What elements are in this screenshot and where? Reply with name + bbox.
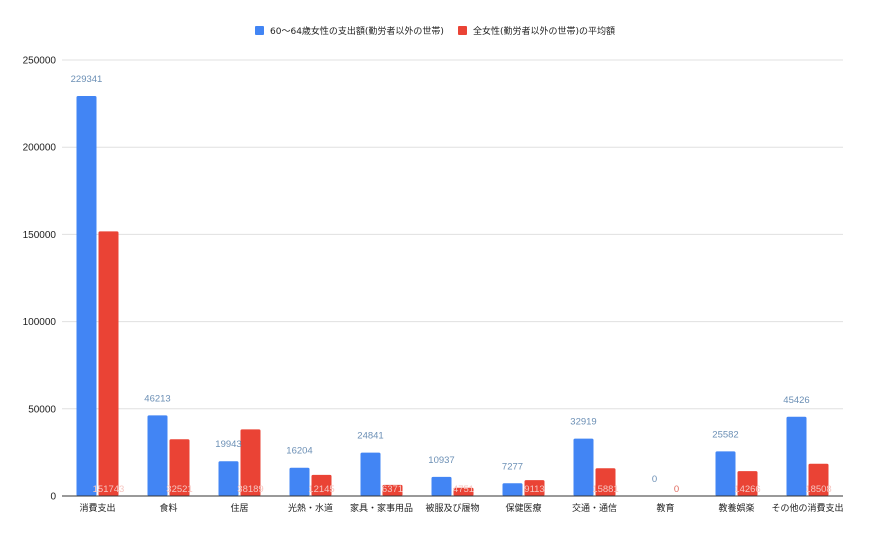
value-label: 32919: [570, 417, 596, 428]
legend-item-series-2[interactable]: 全女性(勤労者以外の世帯)の平均額: [457, 24, 615, 37]
x-tick-label: 交通・通信: [572, 502, 617, 514]
bar-series-1[interactable]: [76, 96, 97, 496]
value-label: 0: [652, 474, 657, 485]
bar-series-1[interactable]: [431, 476, 452, 496]
bars: [76, 96, 829, 496]
value-label: 15881: [592, 484, 618, 495]
bar-series-2[interactable]: [595, 468, 616, 496]
value-label: 9113: [524, 484, 544, 495]
x-tick-label: その他の消費支出: [771, 502, 843, 514]
value-label: 0: [674, 484, 679, 495]
bar-series-2[interactable]: [240, 429, 261, 496]
y-axis-ticks: 0 50000 100000 150000 200000 250000: [23, 56, 57, 503]
value-label: 6371: [382, 484, 403, 495]
bar-series-1[interactable]: [715, 451, 736, 496]
x-tick-label: 被服及び履物: [425, 502, 479, 514]
bar-series-2[interactable]: [98, 231, 119, 496]
y-tick-label: 100000: [23, 317, 57, 328]
x-tick-label: 家具・家事用品: [350, 502, 413, 514]
bar-series-1[interactable]: [786, 416, 807, 496]
x-tick-label: 消費支出: [79, 502, 115, 514]
value-label: 38189: [237, 484, 263, 495]
legend-swatch-blue: [255, 26, 265, 35]
bar-series-1[interactable]: [502, 483, 523, 496]
gridlines: [62, 59, 843, 410]
value-label: 12145: [308, 484, 334, 495]
x-tick-label: 住居: [230, 502, 248, 514]
bar-series-2[interactable]: [169, 439, 190, 496]
bar-series-1[interactable]: [360, 452, 381, 496]
value-label: 18508: [805, 484, 831, 495]
value-label: 19943: [215, 439, 241, 450]
value-label: 25582: [712, 429, 738, 440]
value-label: 45426: [783, 395, 809, 406]
value-label: 46213: [144, 393, 170, 404]
y-tick-label: 150000: [23, 230, 57, 241]
bar-series-1[interactable]: [289, 467, 310, 496]
bar-series-2[interactable]: [808, 463, 829, 496]
y-tick-label: 250000: [23, 56, 57, 67]
value-label: 32521: [166, 484, 192, 495]
bar-series-1[interactable]: [573, 438, 594, 496]
legend-label-series-1: 60〜64歳女性の支出額(勤労者以外の世帯): [270, 27, 444, 37]
bar-series-2[interactable]: [737, 471, 758, 496]
bar-series-2[interactable]: [311, 474, 332, 496]
chart-legend: 60〜64歳女性の支出額(勤労者以外の世帯) 全女性(勤労者以外の世帯)の平均額: [0, 24, 870, 37]
value-label: 14266: [734, 484, 760, 495]
value-label: 7277: [502, 461, 523, 472]
bar-series-2[interactable]: [453, 487, 474, 496]
legend-swatch-red: [457, 26, 467, 35]
value-label: 10937: [428, 455, 454, 466]
x-axis-labels: 消費支出 食料 住居 光熱・水道 家具・家事用品 被服及び履物 保健医療 交通・通信 教育 教養娯…: [79, 502, 843, 514]
x-tick-label: 食料: [159, 502, 177, 514]
bar-series-2[interactable]: [524, 480, 545, 496]
legend-item-series-1[interactable]: 60〜64歳女性の支出額(勤労者以外の世帯): [255, 24, 444, 37]
value-label: 229341: [71, 74, 103, 85]
y-tick-label: 200000: [23, 143, 57, 154]
bar-series-1[interactable]: [218, 461, 239, 496]
x-tick-label: 保健医療: [505, 502, 541, 514]
bar-series-1[interactable]: [147, 415, 168, 496]
x-tick-label: 教養娯楽: [718, 502, 754, 514]
y-tick-label: 0: [50, 492, 56, 503]
value-label: 151743: [93, 484, 125, 495]
value-label: 24841: [357, 431, 383, 442]
y-tick-label: 50000: [28, 404, 56, 415]
x-tick-label: 教育: [656, 502, 674, 514]
value-label: 16204: [286, 446, 312, 457]
bar-series-2[interactable]: [382, 484, 403, 496]
legend-label-series-2: 全女性(勤労者以外の世帯)の平均額: [472, 27, 615, 37]
x-tick-label: 光熱・水道: [288, 502, 333, 514]
value-labels: 229341 151743 46213 32521 19943 38189 16204 121…: [71, 74, 832, 495]
value-label: 4751: [453, 484, 474, 495]
